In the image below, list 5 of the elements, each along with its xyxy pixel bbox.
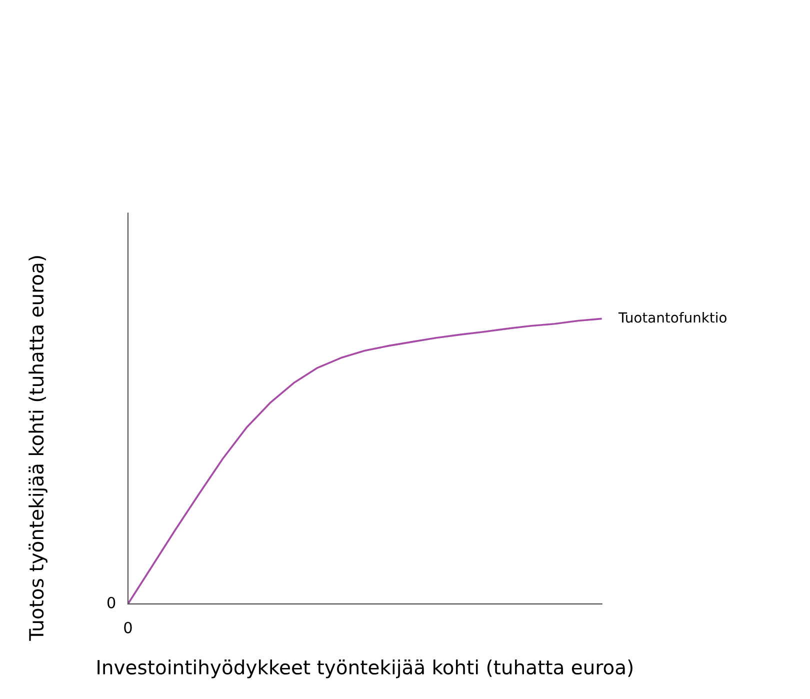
x-axis-title: Investointihyödykkeet työntekijää kohti (tuhatta euroa) bbox=[98, 659, 632, 678]
series-label: Tuotantofunktio bbox=[618, 312, 726, 323]
text: 0 bbox=[124, 622, 132, 634]
text: 0 bbox=[107, 596, 116, 608]
y-axis-title: Tuotos työntekijää kohti (tuhatta euroa) bbox=[28, 256, 48, 641]
